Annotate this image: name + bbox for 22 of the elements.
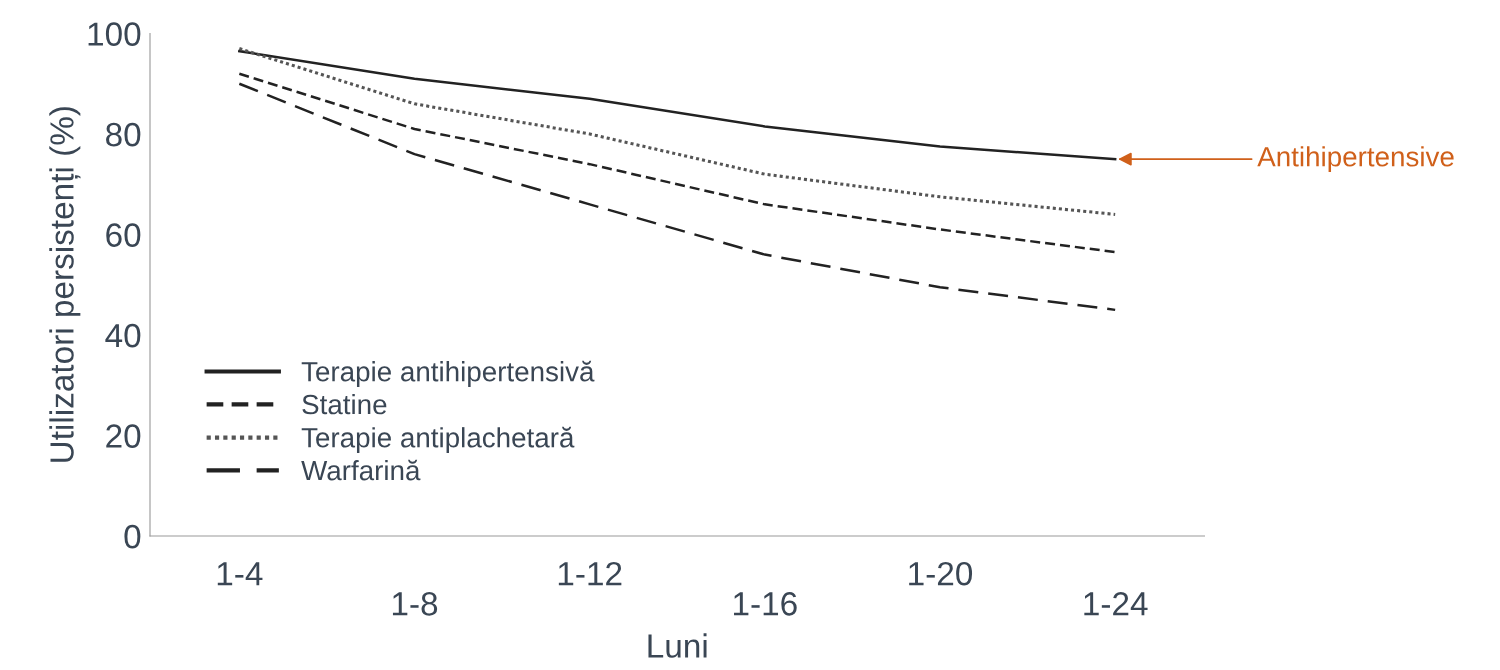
- x-axis-title: Luni: [648, 633, 707, 658]
- x-tick-label: 1-24: [1084, 592, 1148, 616]
- legend-label: Terapie antihipertensivă: [301, 360, 595, 388]
- legend-label: Terapie antiplachetară: [301, 426, 575, 454]
- y-tick-label: 80: [106, 122, 141, 147]
- y-tick-label: 0: [124, 524, 141, 549]
- x-tick-label: 1-4: [217, 562, 263, 586]
- x-tick-label: 1-20: [909, 561, 973, 586]
- y-tick-label: 60: [106, 223, 141, 247]
- x-tick-label: 1-8: [392, 592, 438, 616]
- line-series: [238, 82, 1117, 312]
- y-tick-label: 20: [106, 424, 141, 448]
- legend-label: Warfarină: [301, 459, 421, 481]
- y-axis-title: Utilizatori persistenți (%): [49, 107, 81, 462]
- y-tick-label: 40: [105, 323, 141, 348]
- line-series: [237, 47, 1117, 216]
- legend-label: Statine: [302, 393, 387, 415]
- y-tick-label: 100: [88, 22, 141, 46]
- line-series: [238, 72, 1117, 254]
- annotation: Antihipertensive: [1257, 146, 1454, 173]
- x-tick-label: 1-12: [558, 561, 622, 586]
- x-tick-label: 1-16: [734, 592, 797, 616]
